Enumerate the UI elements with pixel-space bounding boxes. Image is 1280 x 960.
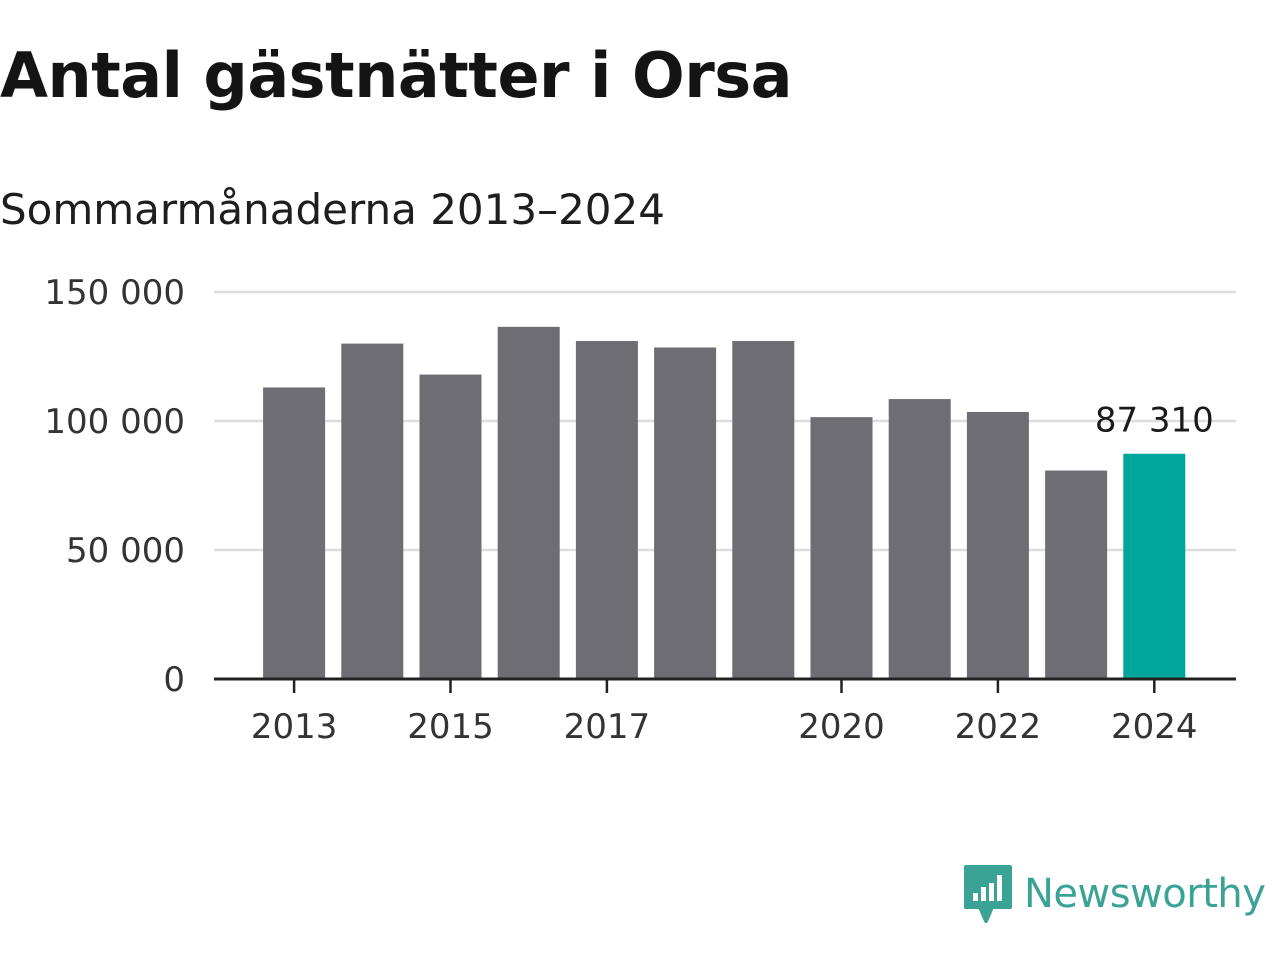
bars [263,326,1186,679]
y-tick-label: 100 000 [44,402,185,442]
bar-2018 [654,347,717,679]
y-axis-labels: 0 50 000 100 000 150 000 [44,273,185,700]
bar-2014 [341,343,404,679]
bar-2019 [732,341,795,679]
y-tick-label: 150 000 [44,273,185,313]
logo-text: Newsworthy [1024,871,1266,917]
bar-2020 [810,417,873,679]
x-tick-label: 2024 [1111,707,1198,747]
newsworthy-chart-icon [964,865,1012,923]
data-label-2024: 87 310 [1095,401,1214,441]
x-tick-label: 2013 [251,707,338,747]
y-tick-label: 0 [163,660,185,700]
bar-2017 [575,341,638,679]
bar-2024 [1123,453,1186,679]
x-axis-labels: 2013 2015 2017 2020 2022 2024 [251,707,1198,747]
chart-title: Antal gästnätter i Orsa [0,39,793,112]
bar-2023 [1045,470,1108,679]
bar-2015 [419,374,482,679]
bar-2013 [263,387,326,679]
x-tick-label: 2020 [798,707,885,747]
x-tick-label: 2022 [955,707,1042,747]
x-tick-label: 2015 [407,707,494,747]
y-tick-label: 50 000 [66,531,185,571]
bar-2016 [497,326,560,679]
x-tick-label: 2017 [564,707,651,747]
bar-2021 [888,399,951,679]
data-labels: 87 310 [1095,401,1214,441]
newsworthy-logo: Newsworthy [962,862,1266,926]
chart-subtitle: Sommarmånaderna 2013–2024 [0,185,665,234]
bar-2022 [966,411,1029,679]
x-axis [214,677,1236,693]
